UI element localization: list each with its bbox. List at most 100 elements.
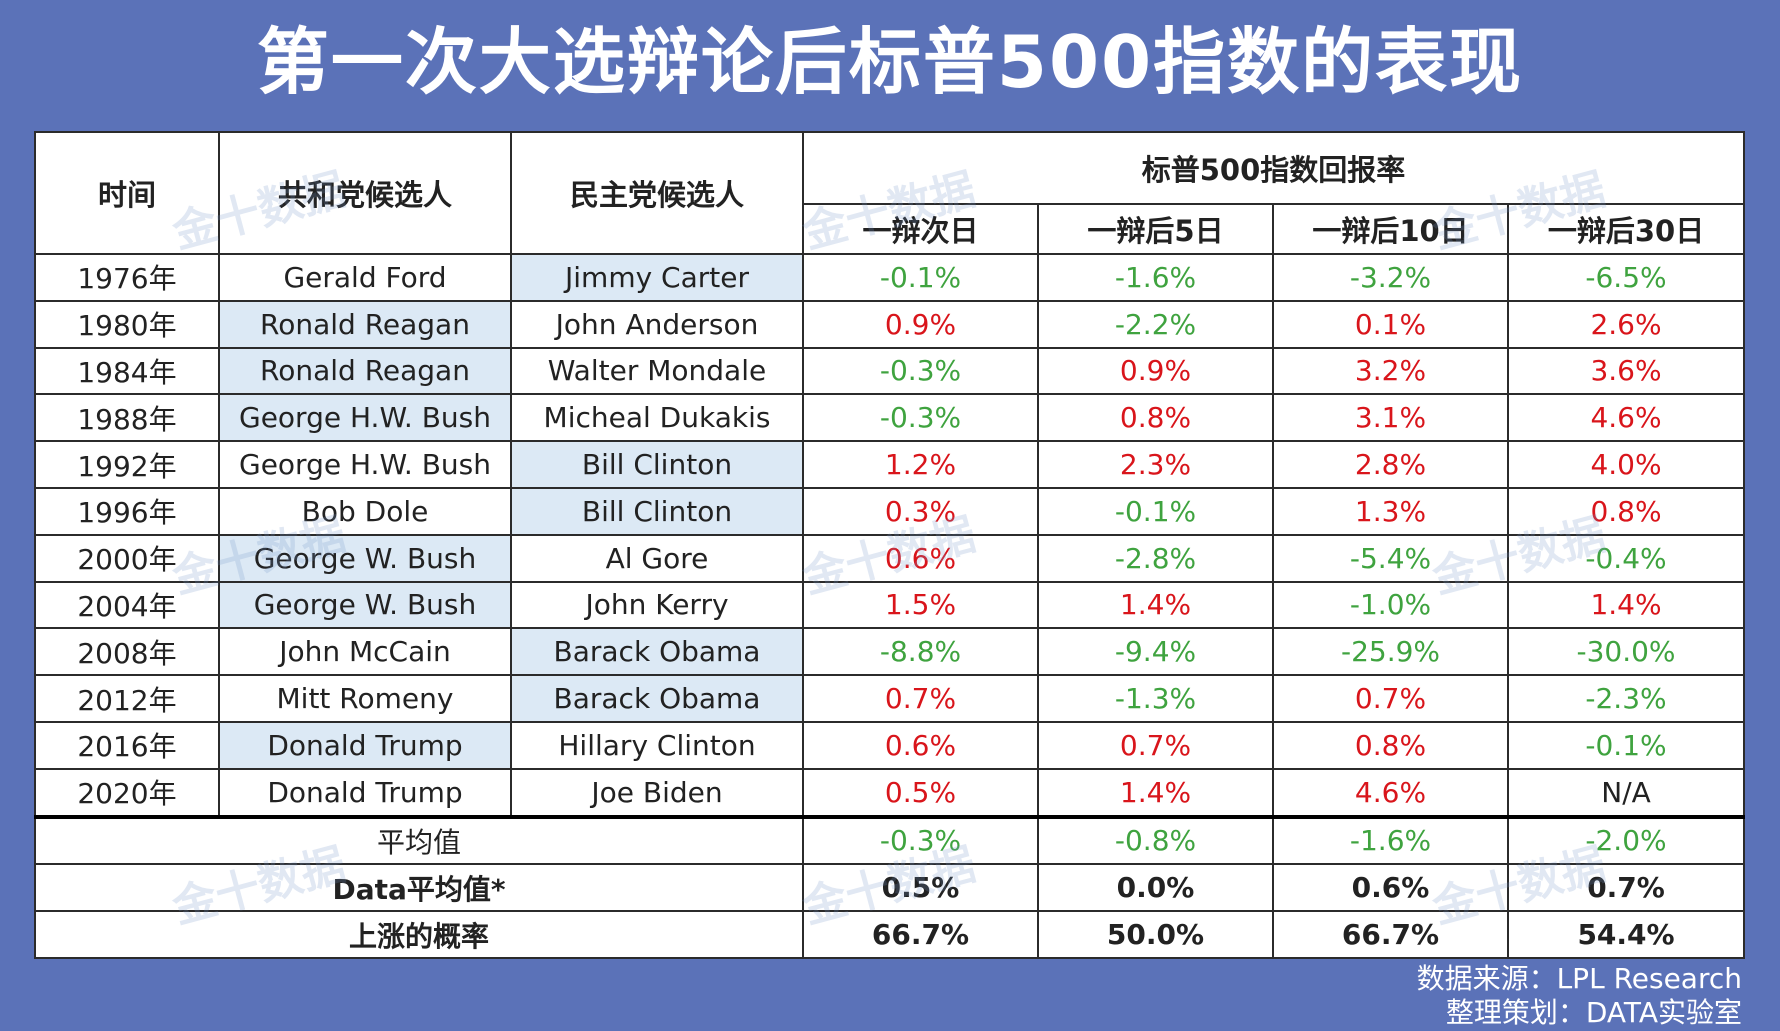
table-row: 2012年 Mitt Romeny Barack Obama 0.7% -1.3% 0.7… — [34, 674, 1746, 723]
return-day30-cell: 2.6% — [1506, 299, 1746, 349]
return-day1-cell: 0.7% — [802, 674, 1039, 723]
return-day1-cell: -0.3% — [802, 346, 1039, 396]
republican-candidate-cell: George W. Bush — [218, 580, 512, 630]
democrat-candidate-cell: Walter Mondale — [510, 346, 804, 396]
return-day5-cell: -0.1% — [1037, 486, 1274, 536]
return-day10-cell: -25.9% — [1272, 627, 1509, 677]
table-row: 2004年 George W. Bush John Kerry 1.5% 1.4% -1.… — [34, 580, 1746, 630]
democrat-candidate-cell: Bill Clinton — [510, 486, 804, 536]
republican-candidate-cell: Ronald Reagan — [218, 346, 512, 396]
democrat-candidate-cell: Joe Biden — [510, 767, 804, 818]
return-day1-cell: 0.5% — [802, 767, 1039, 818]
header-day30: 一辩后30日 — [1506, 203, 1746, 255]
year-cell: 1980年 — [34, 299, 220, 349]
table-body: 1976年 Gerald Ford Jimmy Carter -0.1% -1.6% -3… — [34, 253, 1746, 959]
summary-d10-cell: -1.6% — [1272, 814, 1509, 866]
return-day30-cell: 0.8% — [1506, 486, 1746, 536]
return-day5-cell: 1.4% — [1037, 767, 1274, 818]
summary-label: 上涨的概率 — [34, 910, 804, 959]
republican-candidate-cell: Gerald Ford — [218, 253, 512, 302]
year-cell: 1984年 — [34, 346, 220, 396]
return-day5-cell: -1.3% — [1037, 674, 1274, 723]
return-day1-cell: 1.5% — [802, 580, 1039, 630]
header-day1: 一辩次日 — [802, 203, 1039, 255]
return-day5-cell: 1.4% — [1037, 580, 1274, 630]
return-day10-cell: -5.4% — [1272, 533, 1509, 583]
header-day5: 一辩后5日 — [1037, 203, 1274, 255]
return-day10-cell: 0.1% — [1272, 299, 1509, 349]
return-day10-cell: 3.2% — [1272, 346, 1509, 396]
summary-d5-cell: -0.8% — [1037, 814, 1274, 866]
return-day30-cell: 4.6% — [1506, 393, 1746, 443]
return-day30-cell: -2.3% — [1506, 674, 1746, 723]
summary-row: 上涨的概率 66.7% 50.0% 66.7% 54.4% — [34, 910, 1746, 959]
return-day30-cell: -0.4% — [1506, 533, 1746, 583]
source-line: 数据来源：LPL Research — [1416, 962, 1742, 995]
year-cell: 2000年 — [34, 533, 220, 583]
return-day10-cell: -1.0% — [1272, 580, 1509, 630]
return-day5-cell: -9.4% — [1037, 627, 1274, 677]
return-day1-cell: 0.6% — [802, 533, 1039, 583]
republican-candidate-cell: Donald Trump — [218, 720, 512, 770]
republican-candidate-cell: Ronald Reagan — [218, 299, 512, 349]
return-day1-cell: -8.8% — [802, 627, 1039, 677]
year-cell: 1988年 — [34, 393, 220, 443]
returns-table: 时间 共和党候选人 民主党候选人 标普500指数回报率 一辩次日 一辩后5日 一… — [34, 131, 1746, 959]
republican-candidate-cell: George W. Bush — [218, 533, 512, 583]
return-day30-cell: -30.0% — [1506, 627, 1746, 677]
return-day10-cell: 3.1% — [1272, 393, 1509, 443]
return-day5-cell: 0.9% — [1037, 346, 1274, 396]
return-day10-cell: 2.8% — [1272, 440, 1509, 489]
return-day30-cell: 1.4% — [1506, 580, 1746, 630]
democrat-candidate-cell: Al Gore — [510, 533, 804, 583]
summary-d30-cell: 0.7% — [1506, 863, 1746, 913]
return-day10-cell: 4.6% — [1272, 767, 1509, 818]
summary-row: 平均值 -0.3% -0.8% -1.6% -2.0% — [34, 814, 1746, 866]
republican-candidate-cell: Donald Trump — [218, 767, 512, 818]
summary-d10-cell: 0.6% — [1272, 863, 1509, 913]
header-day10: 一辩后10日 — [1272, 203, 1509, 255]
table-row: 1988年 George H.W. Bush Micheal Dukakis -0.3… — [34, 393, 1746, 443]
editor-line: 整理策划：DATA实验室 — [1445, 996, 1742, 1029]
year-cell: 1976年 — [34, 253, 220, 302]
democrat-candidate-cell: John Kerry — [510, 580, 804, 630]
returns-table-container: 时间 共和党候选人 民主党候选人 标普500指数回报率 一辩次日 一辩后5日 一… — [34, 131, 1746, 959]
return-day1-cell: -0.3% — [802, 393, 1039, 443]
table-row: 2008年 John McCain Barack Obama -8.8% -9.4% -2… — [34, 627, 1746, 677]
return-day1-cell: 0.6% — [802, 720, 1039, 770]
table-row: 1984年 Ronald Reagan Walter Mondale -0.3% 0.9… — [34, 346, 1746, 396]
year-cell: 2016年 — [34, 720, 220, 770]
return-day30-cell: N/A — [1506, 767, 1746, 818]
summary-d1-cell: 0.5% — [802, 863, 1039, 913]
return-day10-cell: 0.7% — [1272, 674, 1509, 723]
summary-d30-cell: -2.0% — [1506, 814, 1746, 866]
summary-d5-cell: 50.0% — [1037, 910, 1274, 959]
summary-d10-cell: 66.7% — [1272, 910, 1509, 959]
summary-d1-cell: 66.7% — [802, 910, 1039, 959]
return-day5-cell: -2.2% — [1037, 299, 1274, 349]
table-row: 1996年 Bob Dole Bill Clinton 0.3% -0.1% 1.3% 0.… — [34, 486, 1746, 536]
return-day5-cell: 2.3% — [1037, 440, 1274, 489]
return-day10-cell: 1.3% — [1272, 486, 1509, 536]
table-row: 1976年 Gerald Ford Jimmy Carter -0.1% -1.6% -3… — [34, 253, 1746, 302]
democrat-candidate-cell: Barack Obama — [510, 674, 804, 723]
return-day1-cell: 0.9% — [802, 299, 1039, 349]
democrat-candidate-cell: Hillary Clinton — [510, 720, 804, 770]
return-day30-cell: 4.0% — [1506, 440, 1746, 489]
year-cell: 1996年 — [34, 486, 220, 536]
return-day5-cell: -2.8% — [1037, 533, 1274, 583]
return-day10-cell: 0.8% — [1272, 720, 1509, 770]
return-day10-cell: -3.2% — [1272, 253, 1509, 302]
republican-candidate-cell: George H.W. Bush — [218, 393, 512, 443]
header-returns-group: 标普500指数回报率 — [801, 131, 1746, 205]
header-republican: 共和党候选人 — [218, 131, 512, 255]
summary-d30-cell: 54.4% — [1506, 910, 1746, 959]
return-day30-cell: -0.1% — [1506, 720, 1746, 770]
year-cell: 1992年 — [34, 440, 220, 489]
year-cell: 2004年 — [34, 580, 220, 630]
return-day30-cell: -6.5% — [1506, 253, 1746, 302]
return-day1-cell: -0.1% — [802, 253, 1039, 302]
return-day5-cell: 0.7% — [1037, 720, 1274, 770]
return-day5-cell: 0.8% — [1037, 393, 1274, 443]
summary-label: 平均值 — [34, 814, 804, 866]
